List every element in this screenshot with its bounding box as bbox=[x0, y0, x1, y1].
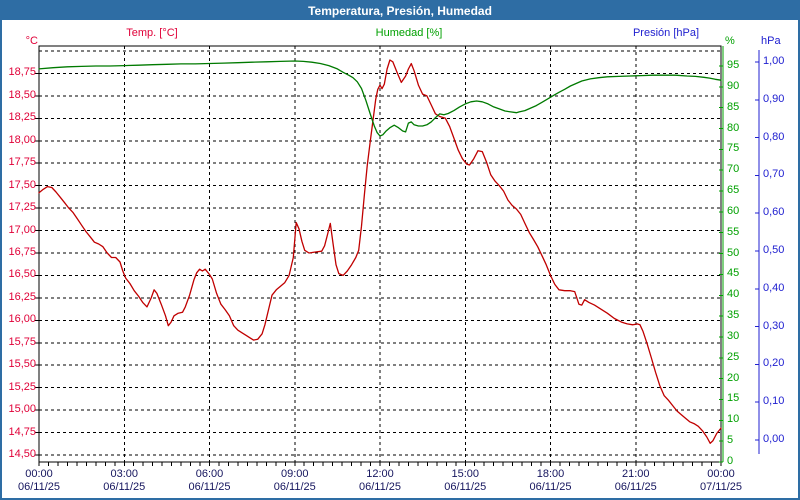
x-axis-date-label: 06/11/25 bbox=[358, 481, 401, 493]
pressure-axis-tick-label: 0,00 bbox=[763, 433, 785, 445]
humidity-axis-tick-label: 60 bbox=[727, 204, 740, 217]
humidity-axis-tick-label: 80 bbox=[727, 121, 740, 134]
humidity-axis-tick-label: 30 bbox=[727, 329, 740, 342]
pressure-axis-tick-label: 0,70 bbox=[763, 168, 785, 181]
x-axis-time-label: 00:00 bbox=[25, 468, 53, 480]
temp-axis-tick-label: 16,00 bbox=[8, 313, 36, 326]
x-axis-date-label: 06/11/25 bbox=[17, 481, 60, 493]
humidity-axis-tick-label: 65 bbox=[727, 184, 740, 197]
x-axis-date-label: 06/11/25 bbox=[529, 481, 572, 493]
humidity-axis-tick-label: 95 bbox=[727, 59, 740, 71]
pressure-axis-tick-label: 0,90 bbox=[763, 92, 785, 105]
window-title: Temperatura, Presión, Humedad bbox=[308, 4, 492, 18]
pressure-axis-tick-label: 0,60 bbox=[763, 206, 785, 219]
humidity-axis-tick-label: 40 bbox=[727, 288, 740, 301]
x-axis-time-label: 00:00 bbox=[707, 468, 735, 480]
humidity-axis-tick-label: 55 bbox=[727, 225, 740, 238]
x-axis-time-label: 18:00 bbox=[536, 468, 565, 480]
temp-axis-tick-label: 15,75 bbox=[8, 335, 36, 348]
temp-axis-tick-label: 15,25 bbox=[8, 380, 36, 393]
x-axis-time-label: 09:00 bbox=[280, 468, 309, 480]
temp-axis-tick-label: 16,75 bbox=[8, 246, 36, 258]
x-axis-date-label: 07/11/25 bbox=[699, 481, 742, 493]
humidity-axis-tick-label: 45 bbox=[727, 267, 740, 280]
humidity-axis-tick-label: 20 bbox=[727, 371, 740, 384]
pressure-axis-tick-label: 1,00 bbox=[763, 55, 785, 67]
temp-axis-tick-label: 18,00 bbox=[8, 133, 36, 146]
x-axis-time-label: 12:00 bbox=[366, 468, 394, 480]
x-axis-date-label: 06/11/25 bbox=[273, 481, 316, 493]
title-bar: Temperatura, Presión, Humedad bbox=[2, 2, 798, 20]
humidity-axis-tick-label: 15 bbox=[727, 392, 740, 405]
humidity-axis-tick-label: 75 bbox=[727, 142, 740, 155]
temperature-unit-label: °C bbox=[25, 35, 38, 47]
temp-axis-tick-label: 14,75 bbox=[8, 425, 36, 438]
temp-axis-tick-label: 14,50 bbox=[8, 448, 36, 460]
pressure-axis-tick-label: 0,50 bbox=[763, 244, 785, 256]
x-axis-time-label: 21:00 bbox=[621, 468, 650, 480]
temp-axis-tick-label: 17,00 bbox=[8, 223, 36, 236]
pressure-axis-tick-label: 0,20 bbox=[763, 357, 785, 370]
x-axis-date-label: 06/11/25 bbox=[103, 481, 146, 493]
humidity-unit-label: % bbox=[725, 35, 735, 47]
pressure-axis-tick-label: 0,40 bbox=[763, 281, 785, 294]
temp-axis-tick-label: 18,50 bbox=[8, 88, 36, 101]
pressure-unit-label: hPa bbox=[761, 35, 781, 47]
temp-axis-tick-label: 17,50 bbox=[8, 178, 36, 191]
humidity-axis-tick-label: 5 bbox=[727, 434, 734, 447]
temp-axis-tick-label: 18,75 bbox=[8, 66, 36, 79]
temp-axis-tick-label: 15,50 bbox=[8, 358, 36, 371]
humidity-axis-tick-label: 35 bbox=[727, 309, 740, 322]
temp-axis-tick-label: 16,50 bbox=[8, 268, 36, 281]
legend-pressure-label: Presión [hPa] bbox=[632, 27, 700, 39]
x-axis-date-label: 06/11/25 bbox=[444, 481, 487, 493]
x-axis-date-label: 06/11/25 bbox=[614, 481, 657, 493]
humidity-axis-tick-label: 10 bbox=[727, 413, 740, 426]
legend-temperature-label: Temp. [°C] bbox=[126, 27, 178, 39]
pressure-axis-tick-label: 0,80 bbox=[763, 130, 785, 143]
temp-axis-tick-label: 16,25 bbox=[8, 290, 36, 303]
x-axis-time-label: 06:00 bbox=[195, 468, 224, 480]
humidity-axis-tick-label: 90 bbox=[727, 79, 740, 92]
temp-axis-tick-label: 17,25 bbox=[8, 201, 36, 214]
temp-axis-tick-label: 15,00 bbox=[8, 403, 36, 416]
humidity-axis-tick-label: 50 bbox=[727, 246, 740, 259]
x-axis-time-label: 15:00 bbox=[451, 468, 480, 480]
humidity-axis-tick-label: 85 bbox=[727, 100, 740, 113]
temperature-line bbox=[38, 59, 722, 444]
humidity-axis-tick-label: 70 bbox=[727, 163, 740, 176]
x-axis-date-label: 06/11/25 bbox=[188, 481, 231, 493]
temp-axis-tick-label: 17,75 bbox=[8, 156, 36, 169]
humidity-line bbox=[38, 60, 722, 137]
pressure-axis-tick-label: 0,10 bbox=[763, 395, 785, 408]
temp-axis-tick-label: 18,25 bbox=[8, 111, 36, 124]
x-axis-time-label: 03:00 bbox=[110, 468, 139, 480]
pressure-axis-tick-label: 0,30 bbox=[763, 319, 785, 332]
humidity-axis-tick-label: 0 bbox=[727, 455, 734, 467]
legend-humidity-label: Humedad [%] bbox=[375, 27, 443, 39]
humidity-axis-tick-label: 25 bbox=[727, 350, 740, 363]
